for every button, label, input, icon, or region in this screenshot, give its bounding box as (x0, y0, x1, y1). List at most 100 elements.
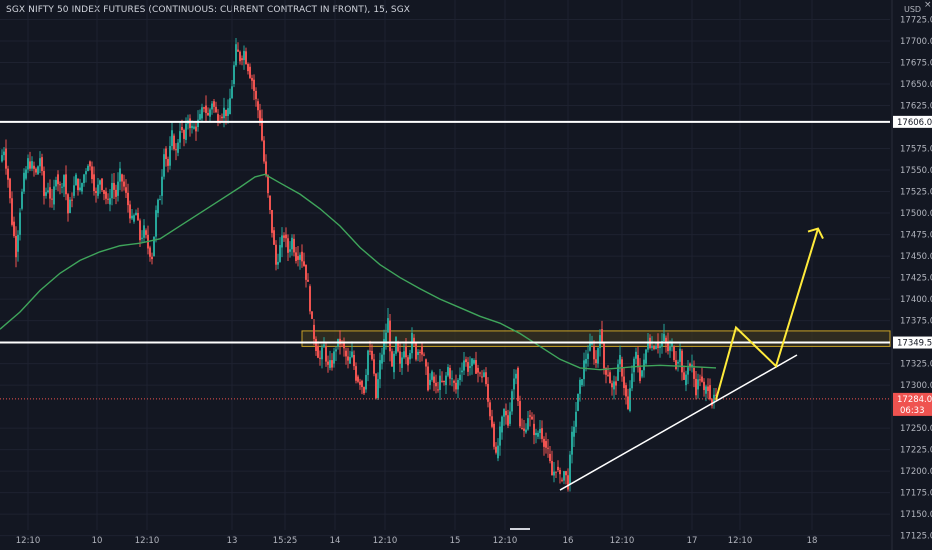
candle-body (571, 431, 573, 455)
candle-body (139, 220, 141, 241)
candle-body (85, 171, 87, 175)
candle-body (633, 358, 635, 373)
candle-body (445, 375, 447, 386)
candle-body (549, 453, 551, 462)
candle-body (715, 394, 717, 396)
y-tick-label: 17500.0 (900, 209, 932, 219)
candle-body (565, 471, 567, 476)
candle-body (449, 367, 451, 379)
candle-body (149, 247, 151, 257)
candle-body (489, 402, 491, 417)
y-tick-label: 17675.0 (900, 59, 932, 69)
candle-body (43, 171, 45, 196)
candle-body (61, 186, 63, 188)
candle-body (89, 161, 91, 167)
candle-body (523, 428, 525, 431)
candle-body (641, 370, 643, 377)
candle-body (377, 379, 379, 399)
candle-body (369, 350, 371, 352)
candle-body (69, 199, 71, 214)
candle-body (135, 212, 137, 216)
x-tick-label: 13 (227, 536, 238, 546)
x-tick-label: 10 (92, 536, 103, 546)
candle-body (275, 244, 277, 265)
price-axis[interactable]: 17725.0 17700.0 17675.0 17650.0 17625.0 17575… (891, 0, 932, 550)
y-tick-label: 17475.0 (900, 231, 932, 241)
close-icon[interactable]: × (924, 0, 932, 10)
candle-body (593, 346, 595, 360)
candle-body (617, 364, 619, 381)
candle-body (433, 376, 435, 383)
x-tick-label: 16 (563, 536, 574, 546)
y-tick-label: 17375.0 (900, 317, 932, 327)
candle-body (609, 372, 611, 384)
candle-body (45, 192, 47, 196)
y-tick-label: 17425.0 (900, 274, 932, 284)
candle-body (51, 198, 53, 200)
candle-body (379, 360, 381, 380)
candle-body (311, 311, 313, 319)
candle-body (367, 350, 369, 375)
candle-body (509, 411, 511, 424)
y-tick-label: 17325.0 (900, 360, 932, 370)
candle-body (645, 349, 647, 364)
candlesticks (1, 38, 717, 492)
candle-body (169, 146, 171, 166)
candle-body (235, 44, 237, 66)
candle-body (9, 178, 11, 199)
candle-body (119, 168, 121, 182)
candle-body (697, 379, 699, 390)
candle-body (359, 381, 361, 385)
candle-body (289, 249, 291, 252)
candle-body (323, 344, 325, 348)
candle-body (527, 418, 529, 430)
x-tick-label: 18 (807, 536, 818, 546)
candle-body (21, 191, 23, 209)
candle-body (629, 388, 631, 411)
candle-body (241, 58, 243, 61)
candle-body (277, 261, 279, 265)
candle-body (577, 393, 579, 411)
level-price-label: 17606.0 (897, 118, 932, 128)
candle-body (197, 119, 199, 128)
candle-body (463, 360, 465, 371)
candle-body (407, 357, 409, 366)
candle-body (253, 79, 255, 91)
candle-body (7, 168, 9, 180)
candle-body (475, 360, 477, 374)
candle-body (81, 183, 83, 192)
candle-body (547, 447, 549, 449)
candle-body (161, 176, 163, 196)
candle-body (545, 441, 547, 448)
y-tick-label: 17175.0 (900, 489, 932, 499)
candle-body (385, 332, 387, 343)
candle-body (503, 408, 505, 417)
candle-body (141, 237, 143, 239)
candle-body (607, 374, 609, 376)
candle-body (529, 415, 531, 417)
countdown-label: 06:33 (900, 406, 925, 416)
candle-body (429, 379, 431, 386)
time-axis[interactable]: 12:10 10 12:10 13 15:25 14 12:10 15 12:10 16 12:10… (16, 528, 818, 546)
candle-body (293, 238, 295, 253)
candle-body (157, 199, 159, 214)
candle-body (531, 416, 533, 420)
candle-body (133, 215, 135, 222)
candle-body (681, 350, 683, 373)
candle-body (435, 382, 437, 387)
y-tick-label: 17225.0 (900, 446, 932, 456)
candle-body (665, 337, 667, 343)
candle-body (479, 372, 481, 374)
candle-body (131, 215, 133, 219)
candle-body (15, 235, 17, 258)
candle-body (263, 140, 265, 162)
candle-body (305, 264, 307, 280)
candle-body (67, 194, 69, 214)
candle-body (639, 367, 641, 381)
candle-body (595, 359, 597, 364)
candle-body (101, 178, 103, 191)
candle-body (319, 357, 321, 359)
candle-body (519, 401, 521, 427)
candle-body (393, 353, 395, 373)
